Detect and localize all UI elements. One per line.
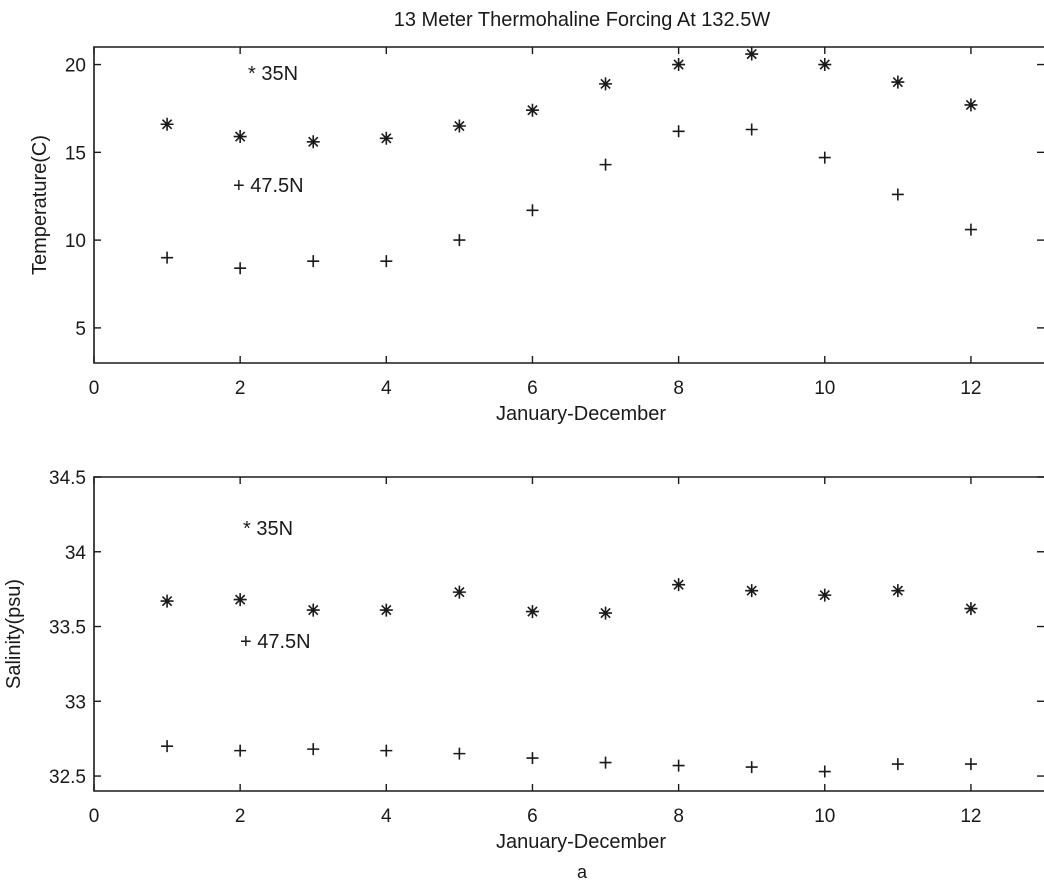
data-point-47-5n: [964, 758, 977, 771]
data-point-47-5n: [526, 204, 539, 217]
legend-47-5n: + 47.5N: [240, 631, 311, 653]
data-point-47-5n: [672, 759, 685, 772]
data-point-35n: [525, 605, 539, 619]
x-tick-label: 0: [89, 806, 100, 827]
data-point-47-5n: [234, 262, 247, 275]
data-point-47-5n: [307, 255, 320, 268]
data-point-35n: [818, 58, 832, 72]
legend-35n: * 35N: [248, 63, 298, 85]
axes-frame: [93, 46, 1044, 364]
data-point-35n: [964, 98, 978, 112]
data-point-35n: [672, 578, 686, 592]
y-tick-label: 15: [65, 143, 86, 164]
data-point-47-5n: [745, 761, 758, 774]
chart-title: 13 Meter Thermohaline Forcing At 132.5W: [394, 9, 771, 31]
x-tick-label: 8: [673, 806, 684, 827]
data-point-47-5n: [380, 744, 393, 757]
x-tick-label: 2: [235, 806, 246, 827]
data-point-35n: [964, 602, 978, 616]
data-point-47-5n: [453, 747, 466, 760]
x-tick-label: 6: [527, 806, 538, 827]
x-axis-label: January-December: [496, 403, 666, 425]
data-point-35n: [233, 130, 247, 144]
y-tick-label: 34.5: [49, 468, 86, 489]
data-point-35n: [525, 103, 539, 117]
data-point-47-5n: [526, 752, 539, 765]
data-point-47-5n: [891, 188, 904, 201]
data-point-35n: [891, 75, 905, 89]
data-point-35n: [452, 119, 466, 133]
salinity-panel: 0 2 4 6 8 10 12 32.5 33 33.5 34 34.5 January-Decembe…: [3, 468, 1044, 853]
temperature-panel: 0 2 4 6 8 10 12 5 10 15 20 January-December Temperat…: [29, 46, 1044, 425]
data-point-35n: [379, 131, 393, 145]
x-tick-label: 12: [960, 806, 981, 827]
data-point-35n: [891, 584, 905, 598]
data-point-47-5n: [453, 234, 466, 247]
y-tick-label: 5: [75, 319, 86, 340]
figure-caption: a: [577, 862, 588, 882]
x-tick-label: 0: [89, 378, 100, 399]
y-tick-label: 33.5: [49, 618, 86, 639]
data-point-47-5n: [307, 743, 320, 756]
data-point-35n: [306, 135, 320, 149]
y-axis-label: Temperature(C): [29, 135, 51, 275]
data-point-47-5n: [964, 223, 977, 236]
x-tick-label: 12: [960, 378, 981, 399]
x-tick-label: 10: [814, 378, 835, 399]
y-tick-label: 34: [65, 543, 87, 564]
data-point-47-5n: [599, 158, 612, 171]
data-point-35n: [379, 603, 393, 617]
x-tick-label: 6: [527, 378, 538, 399]
y-axis-label: Salinity(psu): [3, 579, 25, 689]
data-point-35n: [599, 606, 613, 620]
data-point-35n: [599, 77, 613, 91]
y-tick-label: 33: [65, 692, 86, 713]
x-tick-label: 8: [673, 378, 684, 399]
legend-35n: * 35N: [243, 518, 293, 540]
data-point-47-5n: [380, 255, 393, 268]
data-point-35n: [745, 584, 759, 598]
data-point-35n: [233, 593, 247, 607]
data-point-47-5n: [234, 744, 247, 757]
x-tick-label: 2: [235, 378, 246, 399]
data-point-47-5n: [818, 151, 831, 164]
data-point-47-5n: [161, 740, 174, 753]
x-tick-label: 4: [381, 378, 392, 399]
data-point-35n: [452, 585, 466, 599]
x-axis-label: January-December: [496, 831, 666, 853]
y-tick-label: 32.5: [49, 767, 86, 788]
axes-frame: [93, 476, 1044, 792]
y-tick-label: 10: [65, 231, 86, 252]
legend-47-5n: + 47.5N: [233, 175, 304, 197]
data-point-47-5n: [672, 125, 685, 138]
data-point-35n: [745, 47, 759, 61]
data-point-35n: [672, 58, 686, 72]
data-point-47-5n: [599, 756, 612, 769]
data-point-35n: [306, 603, 320, 617]
data-point-35n: [160, 117, 174, 131]
data-point-35n: [160, 594, 174, 608]
data-point-35n: [818, 588, 832, 602]
x-tick-label: 10: [814, 806, 835, 827]
data-point-47-5n: [745, 123, 758, 136]
x-tick-label: 4: [381, 806, 392, 827]
y-tick-label: 20: [65, 56, 86, 77]
data-point-47-5n: [818, 765, 831, 778]
data-point-47-5n: [891, 758, 904, 771]
data-point-47-5n: [161, 251, 174, 264]
